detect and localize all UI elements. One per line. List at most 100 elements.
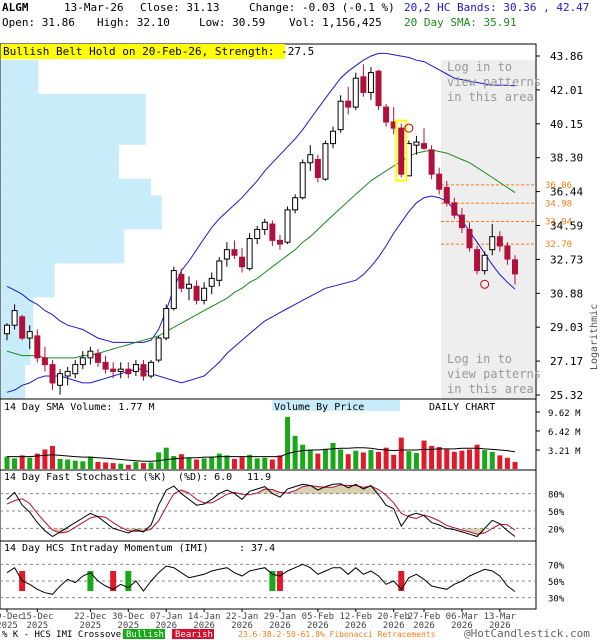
footer: % K - HCS IMI Crossover: Bullish Bearish… (2, 627, 590, 640)
candle-body (330, 130, 337, 145)
candle-body (451, 202, 458, 216)
candle-body (155, 337, 162, 361)
volume-by-price-bar (1, 365, 26, 383)
price-tick-label: 25.32 (550, 389, 583, 402)
volume-tick-label: 9.62 M (548, 409, 581, 419)
volume-by-price-bar (1, 263, 55, 281)
pattern-marks (395, 119, 490, 289)
volume-bar (345, 454, 351, 469)
volume-label: 14 Day SMA Volume: 1.77 M (4, 402, 155, 413)
login-notice-bottom[interactable]: Log in to view patterns in this area (447, 352, 541, 396)
year-label: 2026 (269, 621, 291, 631)
bearish-legend: Bearish (175, 630, 213, 640)
volume-bar (391, 454, 397, 469)
pattern-box (395, 119, 408, 182)
volume-bar (49, 445, 55, 469)
volume-bar (95, 461, 101, 469)
candle-body (185, 283, 192, 289)
login-line-1[interactable]: Log in to (447, 60, 512, 74)
high-price: High: 32.10 (97, 16, 170, 29)
price-tick-label: 43.86 (550, 50, 583, 63)
bands-readout: 20,2 HC Bands: 30.36 , 42.47 (404, 1, 589, 14)
volume-by-price-bars (1, 60, 162, 399)
volume-bar (118, 463, 124, 469)
stochastic-zone (461, 528, 485, 535)
candle-body (246, 238, 253, 270)
stochastic-extra-value: 11.9 (247, 472, 271, 483)
login-line-2[interactable]: view patterns (447, 75, 541, 89)
fibonacci-note: 23.6-38.2-50-61.8% Fibonacci Retracement… (238, 630, 436, 639)
price-tick-label: 38.30 (550, 152, 583, 165)
candle-body (163, 308, 170, 339)
candle-body (239, 256, 246, 268)
momentum-label: 14 Day HCS Intraday Momentum (IMI) (4, 543, 209, 554)
login-line-1[interactable]: Log in to (447, 352, 512, 366)
candle-body (140, 364, 147, 377)
pattern-banner: Bullish Belt Hold on 20-Feb-26, Strength… (3, 45, 314, 58)
volume-bars (4, 416, 518, 469)
volume-bar (368, 450, 374, 469)
candle-body (504, 245, 511, 260)
price-tick-label: 36.44 (550, 186, 583, 199)
candle-body (41, 357, 48, 366)
stochastic-tick-label: 20% (548, 525, 565, 535)
login-line-2[interactable]: view patterns (447, 367, 541, 381)
candle-body (132, 364, 139, 372)
candle-body (352, 77, 359, 108)
candle-body (94, 352, 101, 363)
candle-body (102, 361, 109, 370)
volume-bar (269, 459, 275, 469)
candle-body (125, 368, 132, 375)
candle-body (201, 287, 208, 301)
header: ALGM 13-Mar-26 Close: 31.13 Change: -0.0… (2, 1, 589, 29)
sma-readout: 20 Day SMA: 35.91 (404, 16, 517, 29)
fibonacci-label: 32.70 (545, 240, 572, 250)
bearish-swatch (172, 629, 214, 639)
year-label: 2026 (345, 621, 367, 631)
year-label: 2025 (117, 621, 139, 631)
candle-body (314, 159, 321, 178)
candle-body (223, 249, 230, 260)
momentum-line (6, 563, 516, 595)
date-label: 27-Feb (408, 612, 441, 622)
candle-body (254, 228, 261, 240)
volume-bar (436, 447, 442, 469)
momentum-tick-label: 70% (548, 561, 565, 571)
volume-bar (277, 455, 283, 469)
login-line-3[interactable]: in this area (447, 90, 534, 104)
candle-body (474, 249, 481, 272)
close-price: Close: 31.13 (140, 1, 219, 14)
volume-bar (307, 450, 313, 469)
volume-bar (57, 458, 63, 469)
candle-body (375, 70, 382, 107)
legend-prefix: % K - HCS IMI Crossover: (2, 630, 132, 640)
candle-body (72, 364, 79, 375)
login-notice-top[interactable]: Log in to view patterns in this area (447, 60, 541, 104)
candle-body (436, 173, 443, 190)
volume-bar (429, 445, 435, 469)
volume-bar (406, 451, 412, 469)
volume-bar (133, 461, 139, 469)
candle-body (466, 228, 473, 249)
volume-bar (285, 416, 291, 469)
candle-body (345, 100, 352, 108)
volume-bar (194, 459, 200, 469)
price-tick-label: 40.15 (550, 118, 583, 131)
quote-date: 13-Mar-26 (64, 1, 124, 14)
date-label: 22-Jan (226, 612, 259, 622)
crossover-marker (398, 571, 405, 591)
stochastic-label: 14 Day Fast Stochastic (%K) (4, 472, 167, 483)
candle-body (34, 335, 41, 359)
volume-bar (34, 453, 40, 469)
price-tick-label: 27.17 (550, 355, 583, 368)
candle-body (307, 154, 314, 164)
volume-bar (300, 444, 306, 469)
volume-by-price-bar (1, 195, 162, 213)
volume-by-price-label: Volume By Price (274, 402, 364, 413)
year-label: 2025 (0, 621, 18, 631)
login-line-3[interactable]: in this area (447, 382, 534, 396)
year-label: 2025 (80, 621, 102, 631)
fibonacci-label: 34.98 (545, 199, 572, 209)
price-tick-label: 42.01 (550, 84, 583, 97)
